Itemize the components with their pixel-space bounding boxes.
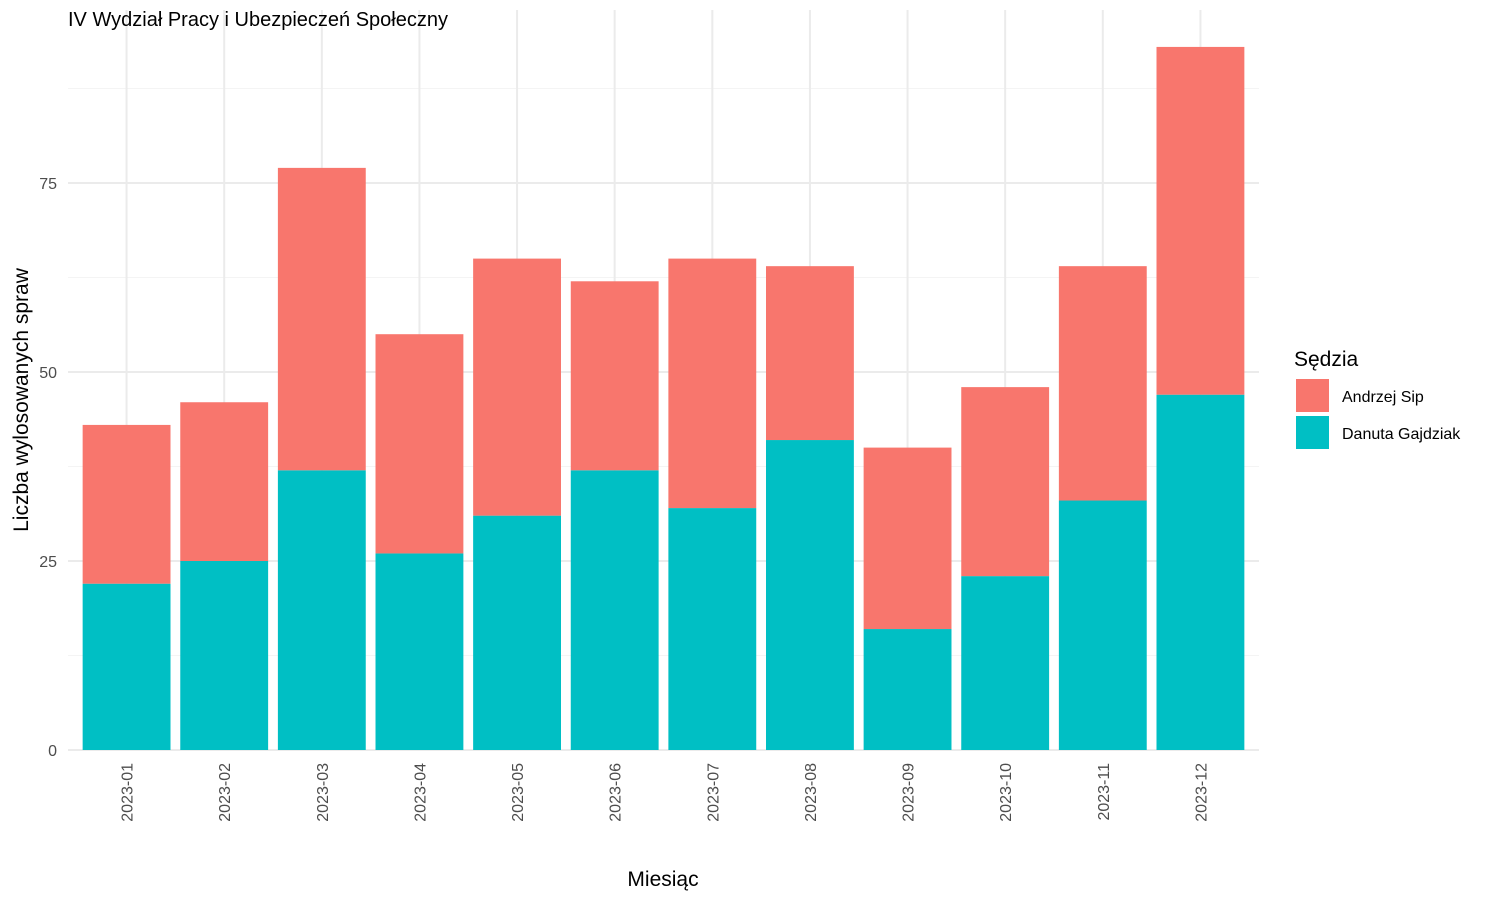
- bar-segment: [863, 447, 952, 630]
- legend-label: Danuta Gajdziak: [1342, 426, 1461, 443]
- bar-segment: [277, 470, 366, 750]
- x-tick-label: 2023-05: [510, 763, 527, 822]
- bar-segment: [766, 440, 854, 750]
- legend: Sędzia Andrzej Sip Danuta Gajdziak: [1294, 348, 1461, 449]
- bar-segment: [766, 266, 854, 441]
- y-tick-label: 50: [39, 365, 57, 382]
- x-tick-label: 2023-02: [217, 763, 234, 822]
- bar-segment: [180, 402, 269, 561]
- legend-label: Andrzej Sip: [1342, 389, 1424, 406]
- x-axis-ticks: 2023-01 2023-02 2023-03 2023-04 2023-05 2023-…: [120, 763, 1211, 822]
- bar-segment: [668, 258, 757, 509]
- bar-segment: [82, 583, 171, 750]
- bar-segment: [961, 576, 1050, 750]
- bar-segment: [473, 258, 561, 516]
- x-tick-label: 2023-12: [1193, 763, 1210, 822]
- y-tick-label: 25: [39, 554, 57, 571]
- bar-segment: [1156, 46, 1245, 395]
- chart-title: IV Wydział Pracy i Ubezpieczeń Społeczny: [68, 9, 448, 31]
- legend-title: Sędzia: [1294, 348, 1359, 371]
- y-tick-label: 0: [48, 743, 57, 760]
- bar-segment: [863, 629, 952, 750]
- bar-segment: [375, 553, 464, 750]
- y-tick-label: 75: [39, 176, 57, 193]
- legend-key: [1296, 416, 1329, 449]
- x-tick-label: 2023-03: [315, 763, 332, 822]
- bar-segment: [1058, 500, 1147, 750]
- bar-segment: [82, 424, 171, 584]
- bar-segment: [570, 281, 659, 471]
- bar-segment: [961, 387, 1050, 577]
- bar-segment: [375, 334, 464, 554]
- bar-segment: [277, 167, 366, 471]
- x-tick-label: 2023-04: [412, 763, 429, 822]
- x-tick-label: 2023-01: [120, 763, 137, 822]
- y-axis-title: Liczba wylosowanych spraw: [10, 267, 33, 532]
- bar-segment: [1058, 266, 1147, 501]
- bars: [82, 46, 1245, 750]
- x-axis-title: Miesiąc: [627, 868, 698, 891]
- x-tick-label: 2023-07: [705, 763, 722, 822]
- bar-segment: [473, 515, 561, 750]
- bar-segment: [668, 508, 757, 750]
- x-tick-label: 2023-06: [608, 763, 625, 822]
- bar-segment: [180, 561, 269, 750]
- x-tick-label: 2023-09: [901, 763, 918, 822]
- x-tick-label: 2023-10: [998, 763, 1015, 822]
- x-tick-label: 2023-08: [803, 763, 820, 822]
- legend-key: [1296, 379, 1329, 412]
- bar-segment: [1156, 394, 1245, 750]
- bar-segment: [570, 470, 659, 750]
- y-axis-ticks: 0 25 50 75: [39, 176, 57, 760]
- x-tick-label: 2023-11: [1096, 763, 1113, 821]
